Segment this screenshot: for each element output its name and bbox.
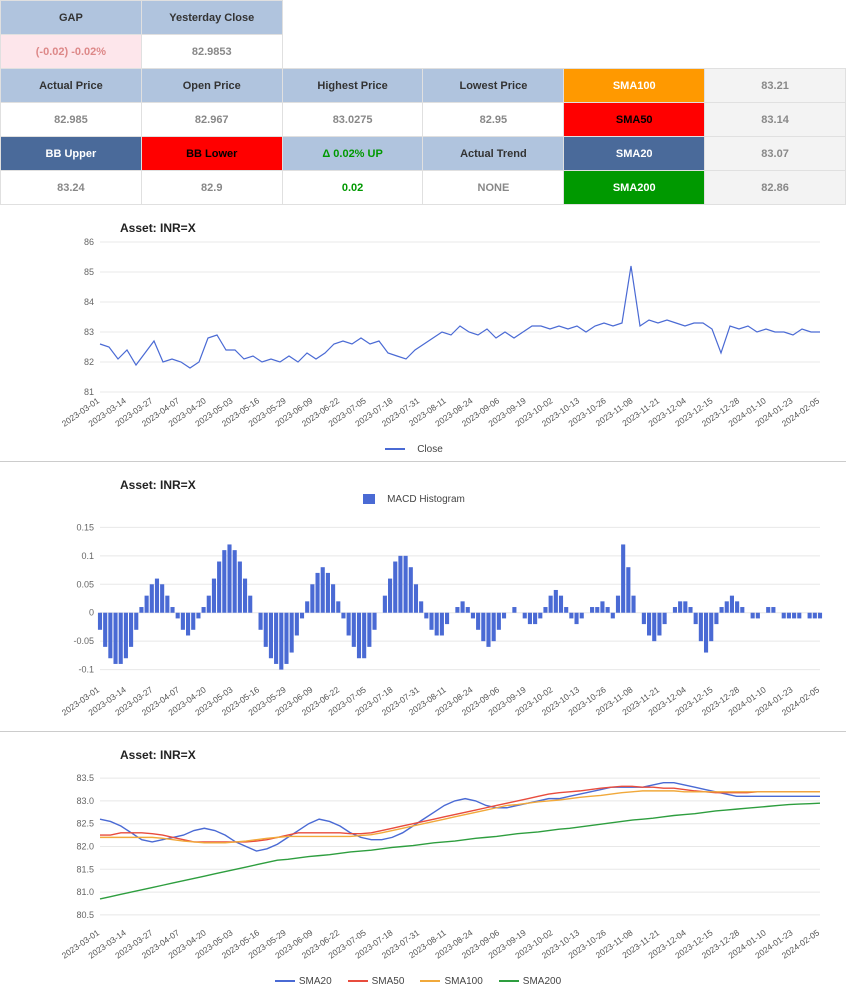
lowest-price-header: Lowest Price bbox=[423, 69, 564, 103]
sma100-header: SMA100 bbox=[564, 69, 705, 103]
svg-text:0.05: 0.05 bbox=[76, 579, 94, 589]
gap-value: (-0.02) -0.02% bbox=[1, 35, 142, 69]
svg-text:84: 84 bbox=[84, 297, 94, 307]
macd-swatch bbox=[363, 494, 375, 504]
svg-text:86: 86 bbox=[84, 237, 94, 247]
highest-price-header: Highest Price bbox=[282, 69, 423, 103]
svg-text:83.0: 83.0 bbox=[76, 796, 94, 806]
sma50-header: SMA50 bbox=[564, 103, 705, 137]
yesterday-close-value: 82.9853 bbox=[141, 35, 282, 69]
sma20-header: SMA20 bbox=[564, 137, 705, 171]
svg-text:83.5: 83.5 bbox=[76, 773, 94, 783]
actual-trend-value: NONE bbox=[423, 171, 564, 205]
sma100-value: 83.21 bbox=[705, 69, 846, 103]
sma20-legend: SMA20 bbox=[275, 976, 332, 987]
chart1-title: Asset: INR=X bbox=[120, 221, 836, 235]
sma50-legend: SMA50 bbox=[348, 976, 405, 987]
svg-text:0.15: 0.15 bbox=[76, 522, 94, 532]
delta-header: Δ 0.02% UP bbox=[282, 137, 423, 171]
svg-text:83: 83 bbox=[84, 327, 94, 337]
svg-text:82.5: 82.5 bbox=[76, 819, 94, 829]
svg-text:-0.05: -0.05 bbox=[73, 636, 94, 646]
svg-text:0: 0 bbox=[89, 608, 94, 618]
sma200-header: SMA200 bbox=[564, 171, 705, 205]
open-price-header: Open Price bbox=[141, 69, 282, 103]
macd-legend-label: MACD Histogram bbox=[387, 494, 465, 505]
actual-price-value: 82.985 bbox=[1, 103, 142, 137]
chart2-title: Asset: INR=X bbox=[120, 478, 836, 492]
bb-lower-header: BB Lower bbox=[141, 137, 282, 171]
svg-text:85: 85 bbox=[84, 267, 94, 277]
sma200-legend: SMA200 bbox=[499, 976, 561, 987]
sma50-value: 83.14 bbox=[705, 103, 846, 137]
actual-price-header: Actual Price bbox=[1, 69, 142, 103]
gap-header: GAP bbox=[1, 1, 142, 35]
sma-chart: Asset: INR=X 80.5 81.0 81.5 82.0 82.5 83.0 83.… bbox=[0, 732, 846, 993]
svg-text:82.0: 82.0 bbox=[76, 842, 94, 852]
price-table: GAP Yesterday Close (-0.02) -0.02% 82.98… bbox=[0, 0, 846, 205]
open-price-value: 82.967 bbox=[141, 103, 282, 137]
svg-text:82: 82 bbox=[84, 357, 94, 367]
sma100-legend: SMA100 bbox=[420, 976, 482, 987]
macd-chart: Asset: INR=X MACD Histogram -0.1 -0.05 0 0.… bbox=[0, 462, 846, 732]
highest-price-value: 83.0275 bbox=[282, 103, 423, 137]
lowest-price-value: 82.95 bbox=[423, 103, 564, 137]
svg-text:-0.1: -0.1 bbox=[78, 665, 94, 675]
close-swatch bbox=[385, 448, 405, 450]
close-chart: Asset: INR=X 8182838485862023-03-012023-… bbox=[0, 205, 846, 462]
bb-upper-value: 83.24 bbox=[1, 171, 142, 205]
svg-text:0.1: 0.1 bbox=[81, 551, 94, 561]
svg-text:81.5: 81.5 bbox=[76, 864, 94, 874]
delta-value: 0.02 bbox=[282, 171, 423, 205]
close-legend-label: Close bbox=[417, 444, 443, 455]
yesterday-close-header: Yesterday Close bbox=[141, 1, 282, 35]
svg-text:81.0: 81.0 bbox=[76, 887, 94, 897]
bb-lower-value: 82.9 bbox=[141, 171, 282, 205]
bb-upper-header: BB Upper bbox=[1, 137, 142, 171]
svg-text:80.5: 80.5 bbox=[76, 910, 94, 920]
sma200-value: 82.86 bbox=[705, 171, 846, 205]
chart3-title: Asset: INR=X bbox=[120, 748, 836, 762]
sma20-value: 83.07 bbox=[705, 137, 846, 171]
actual-trend-header: Actual Trend bbox=[423, 137, 564, 171]
svg-text:81: 81 bbox=[84, 387, 94, 397]
